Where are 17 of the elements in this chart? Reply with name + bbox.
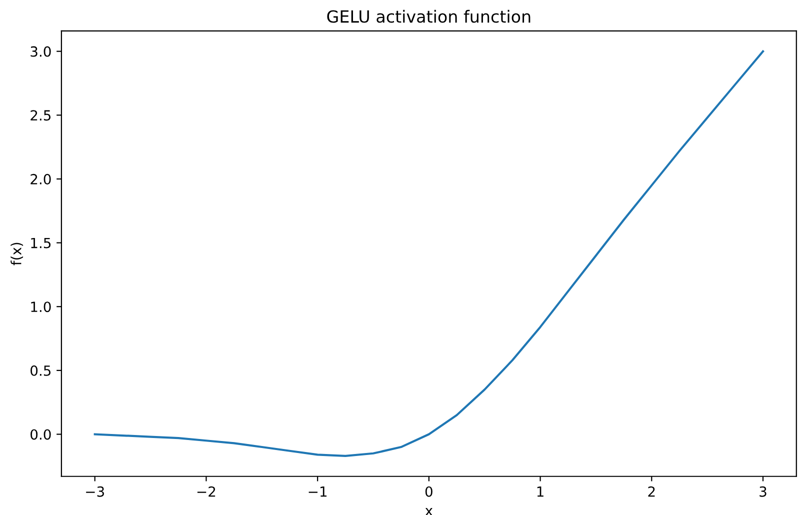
y-tick-label: 1.5 — [31, 238, 51, 248]
x-tick-label: 2 — [648, 486, 655, 497]
x-tick-label: 3 — [760, 486, 766, 497]
y-tick-label: 2.0 — [30, 174, 51, 184]
y-axis-title: f(x) — [10, 242, 24, 266]
y-tick-label: 0.5 — [30, 365, 51, 376]
y-tick-label: 3.0 — [30, 46, 51, 57]
x-tick-label: −2 — [197, 486, 216, 497]
y-tick-label: 2.5 — [30, 110, 51, 121]
chart-title: GELU activation function — [327, 10, 530, 23]
line-series — [94, 50, 764, 457]
x-tick-label: 0 — [425, 486, 432, 497]
y-tick-label: 0.0 — [30, 429, 51, 440]
x-tick-label: −1 — [308, 486, 327, 497]
x-tick-label: 1 — [537, 486, 544, 497]
x-tick-label: −3 — [86, 486, 104, 497]
y-tick-label: 1.0 — [31, 302, 51, 312]
